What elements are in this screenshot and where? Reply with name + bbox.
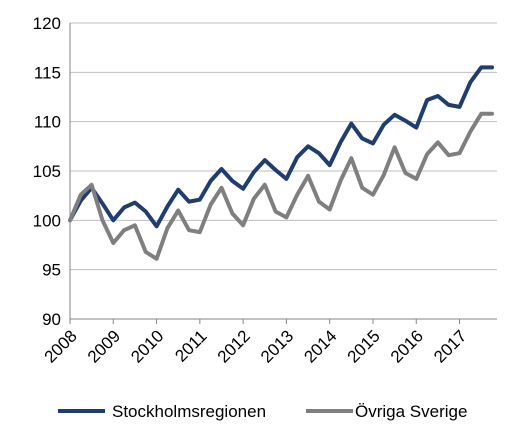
y-tick-label: 110 <box>34 113 61 132</box>
legend-label-1: Stockholmsregionen <box>112 402 266 421</box>
gridlines <box>70 22 497 320</box>
y-tick-label: 115 <box>34 63 61 82</box>
legend: Stockholmsregionen Övriga Sverige <box>58 402 467 421</box>
series-line-2 <box>68 111 494 261</box>
x-tick-label: 2015 <box>344 326 384 366</box>
x-tick-label: 2013 <box>257 326 297 366</box>
series-line-1 <box>68 65 494 229</box>
axes <box>69 23 497 324</box>
y-tick-label: 120 <box>33 14 61 33</box>
y-tick-label: 105 <box>33 162 61 181</box>
x-tick-label: 2011 <box>171 326 210 365</box>
y-tick-label: 90 <box>42 310 61 329</box>
y-tick-label: 95 <box>42 261 61 280</box>
x-tick-label: 2008 <box>41 326 81 366</box>
x-tick-label: 2012 <box>214 326 254 366</box>
x-tick-label: 2017 <box>430 326 470 366</box>
x-axis-ticks: 2008 2009 2010 2011 2012 2013 2014 2015 2016 2017 <box>41 326 471 366</box>
x-tick-label: 2010 <box>127 326 167 366</box>
y-axis-ticks: 90 95 100 105 110 115 120 <box>33 14 61 329</box>
y-tick-label: 100 <box>33 211 61 230</box>
x-tick-label: 2009 <box>84 326 124 366</box>
x-tick-label: 2016 <box>387 326 427 366</box>
series-lines <box>68 65 494 261</box>
legend-label-2: Övriga Sverige <box>355 402 467 421</box>
x-tick-label: 2014 <box>300 326 340 366</box>
